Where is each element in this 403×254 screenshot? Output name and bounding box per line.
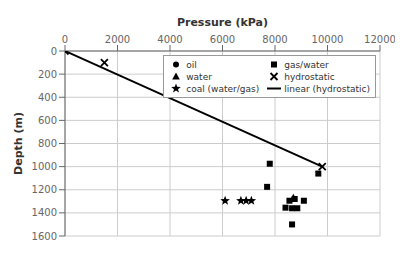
svg-text:Pressure (kPa): Pressure (kPa): [177, 16, 268, 29]
svg-text:600: 600: [38, 115, 57, 126]
svg-text:0: 0: [62, 34, 68, 45]
html-text:water: water: [186, 71, 212, 82]
svg-text:0: 0: [51, 46, 57, 57]
svg-text:400: 400: [38, 92, 57, 103]
svg-text:12000: 12000: [364, 34, 395, 45]
svg-text:1400: 1400: [32, 207, 57, 218]
svg-text:4000: 4000: [157, 34, 182, 45]
svg-text:1600: 1600: [32, 231, 57, 242]
html-text:oil: oil: [186, 59, 197, 70]
svg-text:1200: 1200: [32, 184, 57, 195]
svg-text:1000: 1000: [32, 161, 57, 172]
html-text:gas/water: gas/water: [284, 59, 329, 70]
html-text:hydrostatic: hydrostatic: [284, 71, 335, 82]
svg-text:Depth (m): Depth (m): [12, 112, 25, 175]
svg-text:10000: 10000: [312, 34, 344, 45]
html-text:linear (hydrostatic): linear (hydrostatic): [284, 83, 370, 94]
svg-text:8000: 8000: [262, 34, 287, 45]
html-text:coal (water/gas): coal (water/gas): [186, 83, 260, 94]
svg-text:200: 200: [38, 69, 57, 80]
svg-text:6000: 6000: [210, 34, 235, 45]
svg-text:2000: 2000: [105, 34, 130, 45]
svg-text:800: 800: [38, 138, 57, 149]
